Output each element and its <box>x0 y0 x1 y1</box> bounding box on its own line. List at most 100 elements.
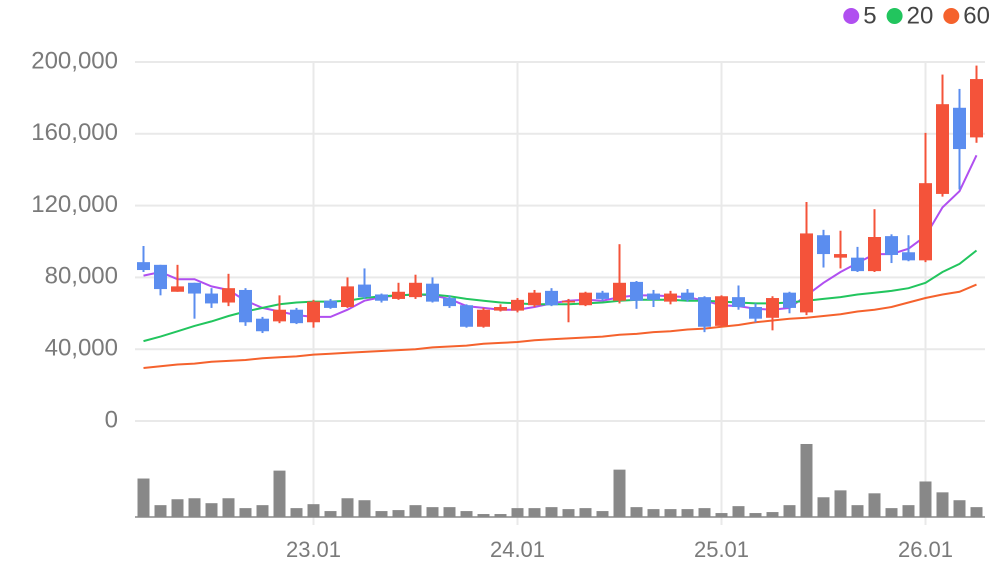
y-tick-label: 40,000 <box>45 335 118 362</box>
candle-body <box>307 301 320 323</box>
volume-bar <box>324 511 337 517</box>
x-tick-label: 26.01 <box>898 537 953 562</box>
volume-bar <box>834 490 847 517</box>
volume-bar <box>137 478 150 517</box>
candle-body <box>596 292 609 299</box>
volume-bar <box>460 511 473 517</box>
volume-bar <box>443 507 456 517</box>
candle-body <box>426 283 439 302</box>
volume-bar <box>902 505 915 517</box>
candle-body <box>732 297 745 308</box>
y-tick-label: 80,000 <box>45 263 118 290</box>
candle-body <box>817 235 830 255</box>
candle-body <box>154 264 167 290</box>
volume-bar <box>817 497 830 517</box>
x-tick-label: 23.01 <box>286 537 341 562</box>
candle-body <box>273 309 286 322</box>
ma-line <box>143 249 978 343</box>
volume-bar <box>919 481 932 517</box>
legend-marker <box>943 8 960 24</box>
candle-body <box>851 257 864 272</box>
volume-bar <box>681 509 694 517</box>
volume-bar <box>375 511 388 517</box>
candle-body <box>749 307 762 319</box>
volume-bar <box>545 507 558 517</box>
volume-bar <box>239 508 252 517</box>
candle-body <box>477 309 490 327</box>
volume-bar <box>579 508 592 517</box>
candle-body <box>188 282 201 294</box>
volume-bar <box>613 469 626 517</box>
volume-bar <box>205 503 218 517</box>
legend-label: 60 <box>963 2 990 29</box>
candle-body <box>528 292 541 306</box>
volume-bar <box>528 508 541 517</box>
candle-body <box>783 292 796 308</box>
candle-body <box>613 282 626 301</box>
volume-bar <box>426 507 439 517</box>
volume-bar <box>732 506 745 517</box>
volume-bar <box>256 505 269 517</box>
volume-bar <box>511 508 524 517</box>
x-tick-label: 25.01 <box>694 537 749 562</box>
candle-body <box>205 293 218 304</box>
candle-body <box>681 292 694 300</box>
candle-body <box>375 294 388 301</box>
candle-body <box>256 318 269 332</box>
candle-body <box>834 254 847 258</box>
candle-body <box>392 291 405 299</box>
candle-body <box>970 79 983 138</box>
candle-body <box>630 281 643 301</box>
volume-bar <box>715 513 728 517</box>
volume-bar <box>970 507 983 517</box>
candle-body <box>800 233 813 313</box>
legend-marker <box>886 8 903 24</box>
volume-bar <box>664 509 677 517</box>
candle-body <box>511 299 524 311</box>
candle-body <box>239 289 252 323</box>
candle-body <box>443 298 456 307</box>
candle-body <box>409 282 422 298</box>
candle-body <box>545 290 558 306</box>
volume-bar <box>358 500 371 517</box>
legend-marker <box>843 8 860 24</box>
volume-bar <box>307 504 320 517</box>
volume-bar <box>647 509 660 517</box>
candle-body <box>953 107 966 150</box>
ma-line <box>143 283 977 369</box>
candle-body <box>562 300 575 303</box>
volume-bar <box>562 509 575 517</box>
volume-bar <box>885 508 898 517</box>
candle-body <box>341 286 354 308</box>
candle-body <box>460 305 473 327</box>
volume-bar <box>341 498 354 517</box>
y-tick-label: 120,000 <box>31 191 118 218</box>
volume-bar <box>392 510 405 517</box>
candle-body <box>222 288 235 303</box>
y-tick-label: 200,000 <box>31 47 118 74</box>
candle-body <box>290 309 303 324</box>
volume-bar <box>936 492 949 517</box>
volume-bar <box>409 505 422 517</box>
candle-body <box>171 286 184 292</box>
ma-line <box>143 154 978 318</box>
volume-bar <box>630 507 643 517</box>
candle-body <box>919 183 932 261</box>
candle-body <box>358 284 371 298</box>
x-tick-label: 24.01 <box>490 537 545 562</box>
y-tick-label: 160,000 <box>31 119 118 146</box>
legend-label: 20 <box>907 2 934 29</box>
legend-label: 5 <box>863 2 876 29</box>
candle-body <box>664 293 677 302</box>
volume-bar <box>222 498 235 517</box>
candle-body <box>579 292 592 306</box>
volume-bar <box>851 505 864 517</box>
candle-body <box>936 104 949 194</box>
y-tick-label: 0 <box>105 406 118 433</box>
candle-body <box>902 252 915 261</box>
volume-bar <box>273 470 286 517</box>
volume-bar <box>766 512 779 517</box>
candle-body <box>766 298 779 318</box>
volume-bar <box>783 505 796 517</box>
